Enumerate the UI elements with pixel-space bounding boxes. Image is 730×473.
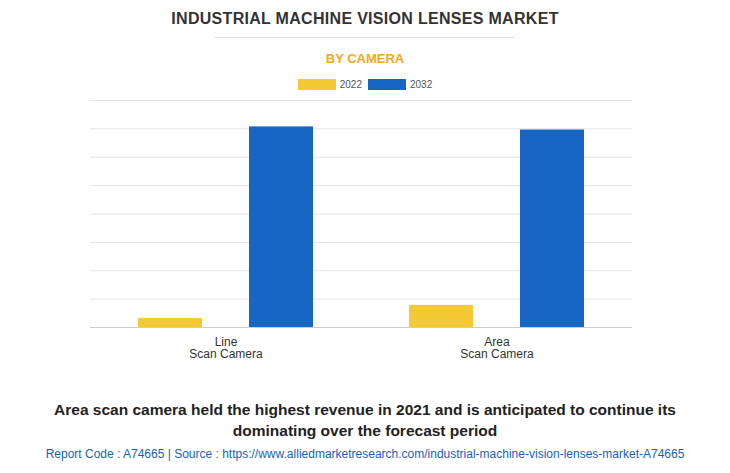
svg-text:LineScan Camera: LineScan Camera [189,335,263,361]
html-text:Area scan camera held the high: Area scan camera held the highest revenu… [54,401,676,439]
html-text:Report Code : A74665 | Source: Report Code : A74665 | Source : https://… [45,447,685,461]
html-text:BY CAMERA: BY CAMERA [325,51,405,66]
svg-text:AreaScan Camera: AreaScan Camera [460,335,534,361]
html-text:2032: 2032 [410,79,433,90]
html-text:2022: 2022 [339,79,362,90]
html-text:INDUSTRIAL MACHINE VISION LENS: INDUSTRIAL MACHINE VISION LENSES MARKET [171,10,559,27]
